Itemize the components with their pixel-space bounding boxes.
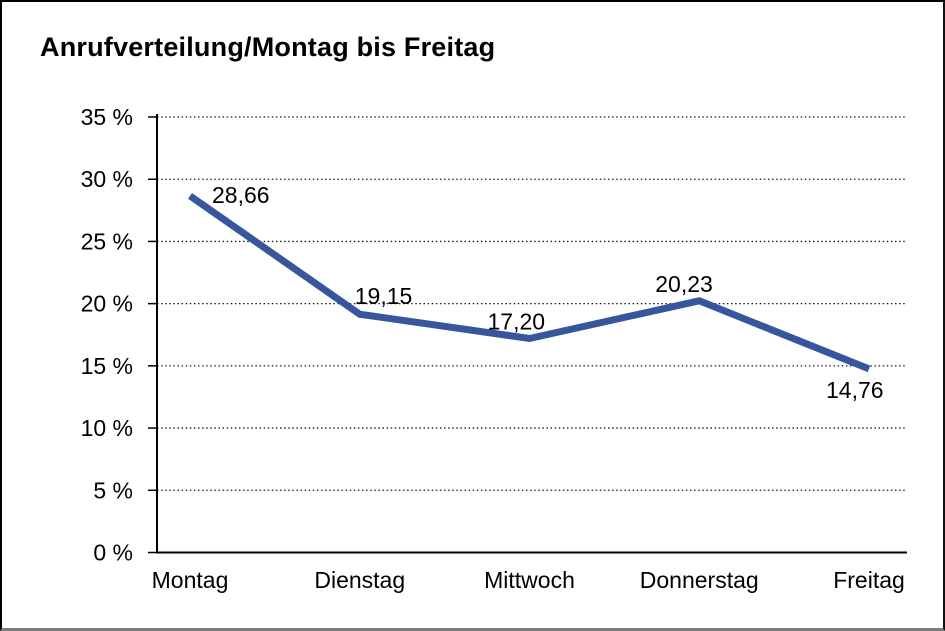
y-tick-label: 20 % <box>81 291 133 317</box>
y-tick-label: 25 % <box>81 228 133 254</box>
x-category-label: Dienstag <box>314 567 405 593</box>
y-tick-label: 15 % <box>81 353 133 379</box>
x-category-label: Montag <box>152 567 229 593</box>
data-point-label: 19,15 <box>355 283 413 309</box>
x-category-label: Donnerstag <box>640 567 759 593</box>
chart-title: Anrufverteilung/Montag bis Freitag <box>40 32 496 62</box>
data-point-label: 14,76 <box>826 377 884 403</box>
x-category-label: Freitag <box>833 567 905 593</box>
y-tick-label: 35 % <box>81 104 133 130</box>
y-tick-label: 5 % <box>93 477 133 503</box>
data-point-label: 28,66 <box>212 182 270 208</box>
x-category-label: Mittwoch <box>484 567 575 593</box>
y-tick-label: 10 % <box>81 415 133 441</box>
y-tick-label: 30 % <box>81 166 133 192</box>
data-point-label: 17,20 <box>488 308 546 334</box>
y-tick-label: 0 % <box>93 540 133 566</box>
data-line <box>187 193 871 373</box>
data-point-label: 20,23 <box>655 271 713 297</box>
